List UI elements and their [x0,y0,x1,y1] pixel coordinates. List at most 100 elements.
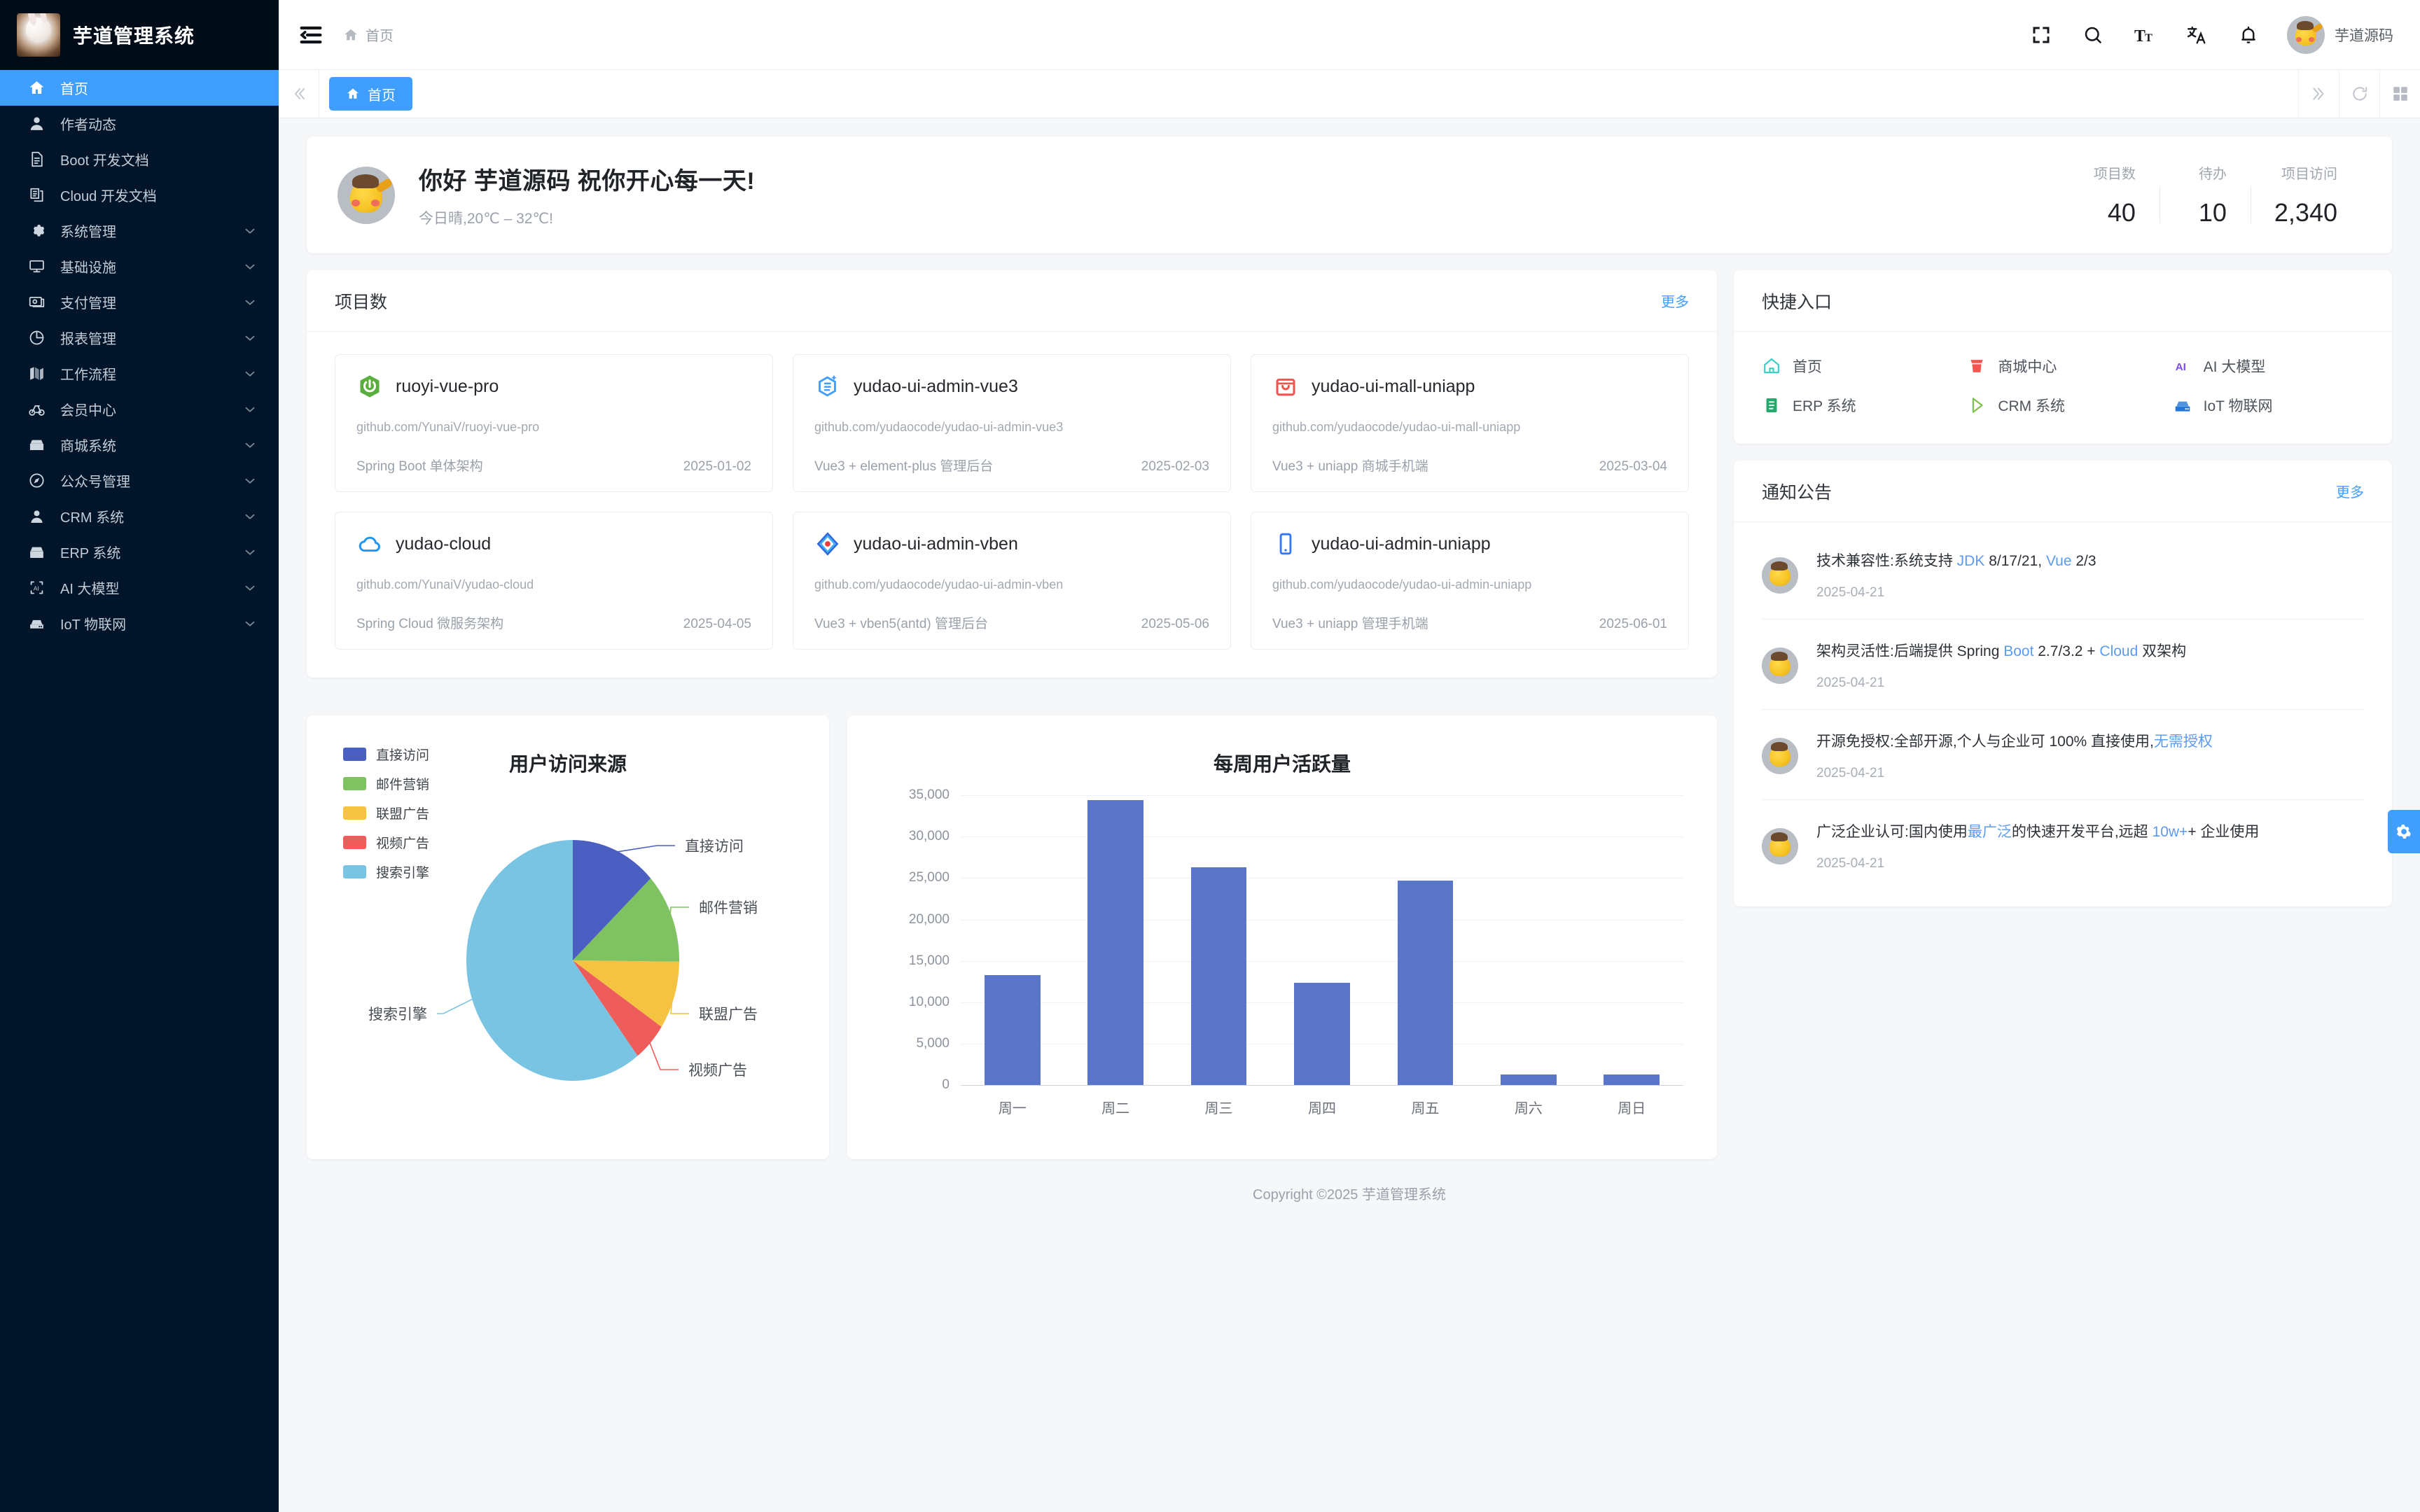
tab-0[interactable]: 首页 [329,77,412,111]
projects-title: 项目数 [335,292,388,312]
stat-0: 项目数 40 [2068,162,2160,227]
quick-entry-grid: 首页 商城中心 AI AI 大模型 ERP 系统 CRM 系统 IoT 物联网 [1734,332,2392,444]
bar[interactable] [1604,1074,1660,1086]
grid-line: 15,000 [909,953,1683,968]
pie-legend[interactable]: 直接访问邮件营销联盟广告视频广告搜索引擎 [343,745,429,892]
sidebar-item-9[interactable]: 会员中心 [0,391,279,427]
sidebar-item-label: 商城系统 [60,439,116,454]
notice-item[interactable]: 广泛企业认可:国内使用最广泛的快速开发平台,远超 10w++ 企业使用 2025-… [1762,800,2364,890]
project-card[interactable]: yudao-ui-mall-uniapp github.com/yudaocode… [1251,354,1689,493]
sidebar-item-4[interactable]: 系统管理 [0,213,279,248]
sidebar-item-1[interactable]: 作者动态 [0,106,279,141]
user-menu[interactable]: 芋道源码 [2274,15,2402,54]
sidebar-item-8[interactable]: 工作流程 [0,356,279,391]
settings-drawer-button[interactable] [2388,810,2420,853]
fullscreen-icon[interactable] [2015,9,2067,61]
bell-icon[interactable] [2223,9,2274,61]
monitor-icon [27,257,46,276]
quick-entry-item[interactable]: 商城中心 [1967,356,2158,377]
quick-entry-item[interactable]: AI AI 大模型 [2173,356,2364,377]
pie-chart-card: 用户访问来源 直接访问 邮件营销 联盟广告 视频广告 搜索引擎 直接访问 邮件营销 联盟广告… [307,715,829,1160]
quick-entry-item[interactable]: IoT 物联网 [2173,395,2364,416]
footer: Copyright ©2025 芋道管理系统 [1253,1187,1446,1203]
legend-label: 邮件营销 [376,778,430,793]
bar-column[interactable] [961,795,1064,1086]
chevron-down-icon [242,580,258,596]
project-card[interactable]: ruoyi-vue-pro github.com/YunaiV/ruoyi-vue… [335,354,773,493]
notice-item[interactable]: 架构灵活性:后端提供 Spring Boot 2.7/3.2 + Cloud 双… [1762,620,2364,710]
bar[interactable] [1501,1074,1557,1086]
sidebar-item-12[interactable]: CRM 系统 [0,498,279,534]
chevron-down-icon [242,295,258,310]
pie-slice[interactable] [573,878,679,962]
double-chevron-right-icon[interactable] [2298,70,2339,118]
pie-slice[interactable] [573,960,679,1028]
pie-slice-label: 直接访问 [685,839,744,855]
y-axis-tick-label: 20,000 [908,911,950,927]
search-icon[interactable] [2067,9,2119,61]
bar-column[interactable] [1064,795,1167,1086]
bar[interactable] [1087,800,1143,1086]
bar[interactable] [1397,881,1454,1086]
projects-more-link[interactable]: 更多 [1661,295,1689,310]
quick-entry-item[interactable]: 首页 [1762,356,1953,377]
avatar-icon [27,507,46,526]
sidebar-item-15[interactable]: IoT 物联网 [0,606,279,641]
bar[interactable] [1190,867,1247,1086]
sidebar-item-7[interactable]: 报表管理 [0,320,279,356]
bar[interactable] [984,974,1041,1086]
pie-slice[interactable] [573,960,662,1056]
pie-legend-item[interactable]: 视频广告 [343,833,429,852]
grid-icon[interactable] [2379,70,2420,118]
notice-item[interactable]: 开源免授权:全部开源,个人与企业可 100% 直接使用,无需授权 2025-04-… [1762,710,2364,800]
chevron-down-icon [242,473,258,489]
sidebar-item-14[interactable]: AI AI 大模型 [0,570,279,606]
legend-swatch [343,836,366,850]
project-card[interactable]: yudao-ui-admin-vue3 github.com/yudaocode/… [793,354,1231,493]
sidebar-item-label: IoT 物联网 [60,617,127,633]
sidebar-item-6[interactable]: 支付管理 [0,284,279,320]
pie-legend-item[interactable]: 联盟广告 [343,804,429,822]
pie-slice[interactable] [466,840,638,1082]
project-name: yudao-ui-mall-uniapp [1312,376,1475,396]
pie-legend-item[interactable]: 直接访问 [343,745,429,764]
brand[interactable]: 芋道管理系统 [0,0,279,70]
sidebar-item-3[interactable]: Cloud 开发文档 [0,177,279,213]
notice-more-link[interactable]: 更多 [2336,485,2364,500]
sidebar-item-10[interactable]: 商城系统 [0,427,279,463]
pie-slice[interactable] [573,840,651,961]
bar-column[interactable] [1580,795,1683,1086]
quick-entry-label: 首页 [1793,359,1822,375]
quick-entry-item[interactable]: CRM 系统 [1967,395,2158,416]
stat-2: 项目访问 2,340 [2250,162,2361,227]
breadcrumb: 首页 [343,24,394,45]
notice-title: 通知公告 [1762,482,1833,503]
translate-icon[interactable] [2171,9,2223,61]
refresh-icon[interactable] [2339,70,2379,118]
project-name: yudao-ui-admin-uniapp [1312,533,1491,554]
double-chevron-left-icon[interactable] [279,70,319,118]
stat-label: 待办 [2198,167,2227,182]
bar[interactable] [1294,982,1350,1086]
sidebar-item-5[interactable]: 基础设施 [0,248,279,284]
notice-text: 架构灵活性:后端提供 Spring Boot 2.7/3.2 + Cloud 双… [1816,643,2187,659]
sidebar-item-2[interactable]: Boot 开发文档 [0,141,279,177]
project-date: 2025-01-02 [683,459,751,475]
bar-column[interactable] [1477,795,1580,1086]
quick-entry-item[interactable]: ERP 系统 [1762,395,1953,416]
notice-item[interactable]: 技术兼容性:系统支持 JDK 8/17/21, Vue 2/3 2025-04-2… [1762,529,2364,620]
project-card[interactable]: yudao-ui-admin-vben github.com/yudaocode/… [793,512,1231,650]
project-card[interactable]: yudao-ui-admin-uniapp github.com/yudaocod… [1251,512,1689,650]
project-card[interactable]: yudao-cloud github.com/YunaiV/yudao-cloud… [335,512,773,650]
hamburger-icon[interactable] [297,21,325,49]
bar-column[interactable] [1374,795,1477,1086]
pie-legend-item[interactable]: 搜索引擎 [343,862,429,881]
sidebar-item-13[interactable]: ERP 系统 [0,534,279,570]
sidebar-item-11[interactable]: 公众号管理 [0,463,279,498]
bar-column[interactable] [1270,795,1373,1086]
sidebar-item-0[interactable]: 首页 [0,70,279,106]
bar-column[interactable] [1167,795,1270,1086]
project-name: yudao-ui-admin-vue3 [854,376,1018,396]
pie-legend-item[interactable]: 邮件营销 [343,774,429,793]
